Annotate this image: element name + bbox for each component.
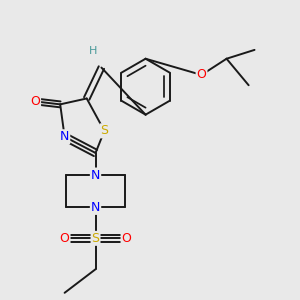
Text: N: N <box>91 169 100 182</box>
Text: S: S <box>100 124 108 137</box>
Text: H: H <box>88 46 97 56</box>
Text: O: O <box>60 232 70 245</box>
Text: N: N <box>91 201 100 214</box>
Text: O: O <box>122 232 131 245</box>
Text: N: N <box>60 130 69 143</box>
Text: O: O <box>196 68 206 81</box>
Text: O: O <box>30 95 40 108</box>
Text: S: S <box>92 232 100 245</box>
